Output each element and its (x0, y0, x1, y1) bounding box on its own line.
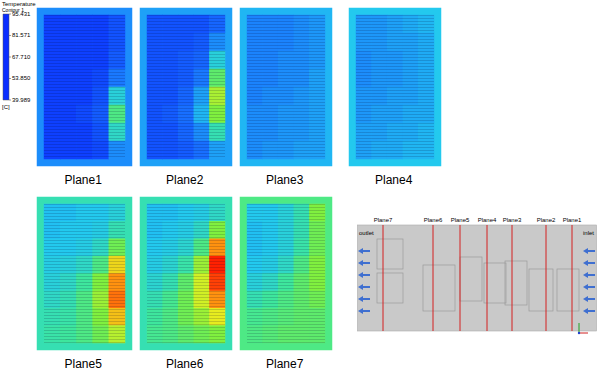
svg-text:Plane7: Plane7 (266, 357, 304, 371)
svg-text:81.571: 81.571 (12, 32, 31, 38)
svg-text:Plane5: Plane5 (451, 217, 470, 223)
svg-text:[C]: [C] (2, 104, 10, 110)
svg-text:Plane7: Plane7 (374, 217, 393, 223)
svg-text:inlet: inlet (583, 230, 594, 236)
svg-text:Temperature: Temperature (2, 1, 36, 7)
svg-text:Plane1: Plane1 (563, 217, 582, 223)
svg-text:Plane3: Plane3 (266, 173, 304, 187)
svg-text:39.989: 39.989 (12, 97, 31, 103)
svg-text:67.710: 67.710 (12, 54, 31, 60)
svg-text:53.850: 53.850 (12, 75, 31, 81)
svg-text:Contour 1: Contour 1 (2, 6, 24, 13)
svg-text:Plane5: Plane5 (65, 357, 103, 371)
svg-text:Plane2: Plane2 (166, 173, 204, 187)
svg-text:Plane6: Plane6 (424, 217, 443, 223)
svg-text:Plane4: Plane4 (375, 173, 413, 187)
svg-text:Plane6: Plane6 (166, 357, 204, 371)
svg-text:Plane2: Plane2 (537, 217, 556, 223)
svg-text:95.431: 95.431 (12, 11, 31, 17)
svg-text:Plane1: Plane1 (65, 173, 103, 187)
svg-text:Plane4: Plane4 (478, 217, 497, 223)
svg-text:outlet: outlet (359, 230, 374, 236)
svg-text:Plane3: Plane3 (503, 217, 522, 223)
